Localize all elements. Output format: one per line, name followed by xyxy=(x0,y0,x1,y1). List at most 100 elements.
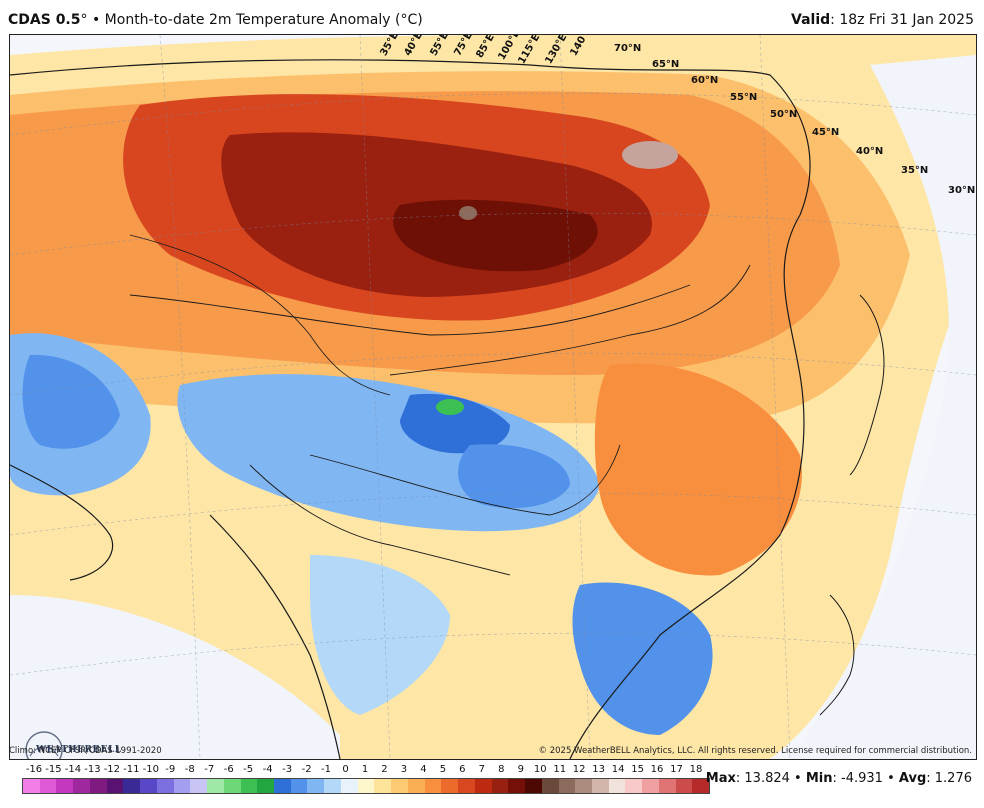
anomaly-cold-indochina xyxy=(572,582,713,735)
colorbar-swatch xyxy=(458,779,475,793)
colorbar-swatch xyxy=(290,779,308,793)
colorbar-swatch xyxy=(625,779,643,793)
weatherbell-logo: WEATHERBELL xyxy=(22,730,121,759)
colorbar-swatch xyxy=(692,779,710,793)
anomaly-cold-tibet-core xyxy=(400,393,510,454)
lat-label-65n: 65°N xyxy=(652,59,680,70)
anomaly-warm-china xyxy=(594,363,802,576)
colorbar-swatch xyxy=(357,779,375,793)
colorbar-swatch xyxy=(591,779,609,793)
colorbar-swatch xyxy=(190,779,208,793)
colorbar-swatch xyxy=(140,779,157,793)
colorbar-tick-label: 18 xyxy=(689,764,703,775)
colorbar-tick-label: -4 xyxy=(262,764,273,775)
pacific-ocean xyxy=(790,55,976,759)
colorbar-swatch xyxy=(642,779,659,793)
colorbar-tick-label: 0 xyxy=(342,764,349,775)
colorbar-tick-label: 9 xyxy=(517,764,524,775)
colorbar-tick-label: -10 xyxy=(142,764,159,775)
colorbar-tick-label: -12 xyxy=(103,764,121,775)
min-value: : -4.931 xyxy=(832,771,883,786)
anomaly-map: 70°N 65°N 60°N 55°N 50°N 45°N 40°N 35°N … xyxy=(9,34,977,760)
anomaly-cold-tibet-core-2 xyxy=(458,444,570,509)
border-kazakh xyxy=(129,234,391,396)
lat-label-45n: 45°N xyxy=(812,127,840,138)
colorbar-swatch xyxy=(240,779,258,793)
avg-value: : 1.276 xyxy=(926,771,972,786)
colorbar-labels: -16 -15 -14 -13 -12 -11 -10 -9 -8 -7 -6 -5 -4 -3 -2 -1 0… xyxy=(14,762,714,778)
colorbar-tick-label: 8 xyxy=(498,764,505,775)
stats-sep-2: • xyxy=(887,771,895,786)
colorbar-swatch xyxy=(608,779,626,793)
logo-text: WEATHERBELL xyxy=(36,745,122,755)
colorbar-swatch xyxy=(575,779,592,793)
colorbar-tick-label: 1 xyxy=(361,764,369,775)
colorbar-swatch xyxy=(424,779,442,793)
anomaly-cold-west-core xyxy=(22,354,121,449)
colorbar-swatch xyxy=(491,779,509,793)
colorbar-tick-label: 7 xyxy=(478,764,485,775)
colorbar-tick-label: -16 xyxy=(25,764,43,775)
lat-label-50n: 50°N xyxy=(770,109,798,120)
colorbar-swatch xyxy=(223,779,241,793)
stats-summary: Max: 13.824 • Min: -4.931 • Avg: 1.276 xyxy=(706,771,972,786)
colorbar-swatch xyxy=(441,779,459,793)
colorbar-swatch xyxy=(324,779,341,793)
climo-note: Climo: NCEP CFSR/CDAS 1991-2020 xyxy=(9,746,162,756)
anomaly-cold-min xyxy=(436,399,464,415)
lat-label-70n: 70°N xyxy=(614,43,642,54)
anomaly-cool-india xyxy=(310,555,450,715)
colorbar-tick-label: 2 xyxy=(381,764,388,775)
avg-label: Avg xyxy=(898,771,927,786)
colorbar-swatch xyxy=(73,779,90,793)
colorbar-swatch xyxy=(407,779,425,793)
colorbar-swatch xyxy=(307,779,325,793)
colorbar-tick-label: -9 xyxy=(165,764,176,775)
anomaly-max-spot-2 xyxy=(459,206,477,220)
colorbar-tick-label: 12 xyxy=(572,764,586,775)
coastline xyxy=(10,59,811,759)
colorbar-tick-label: 5 xyxy=(439,764,447,775)
colorbar-swatch xyxy=(123,779,141,793)
colorbar-swatch xyxy=(274,779,291,793)
colorbar-swatch xyxy=(525,779,542,793)
colorbar-tick-label: -15 xyxy=(45,764,62,775)
border-tibet xyxy=(309,444,621,516)
colorbar-swatch xyxy=(340,779,358,793)
product-name: CDAS 0.5 xyxy=(8,12,81,28)
valid-label: Valid xyxy=(791,12,831,28)
title-close: ) xyxy=(417,12,423,28)
colorbar-swatch xyxy=(257,779,275,793)
indian-ocean xyxy=(10,595,340,759)
lat-label-60n: 60°N xyxy=(691,75,719,86)
colorbar-tick-label: 17 xyxy=(670,764,683,775)
lat-label-35n: 35°N xyxy=(901,165,929,176)
map-canvas xyxy=(10,35,976,759)
colorbar-swatch xyxy=(508,779,526,793)
colorbar-swatch xyxy=(374,779,392,793)
anomaly-max-spot xyxy=(622,141,678,169)
border-russia xyxy=(129,284,691,336)
colorbar-tick-label: -1 xyxy=(321,764,332,775)
japan-islands xyxy=(849,294,885,476)
valid-time: Valid: 18z Fri 31 Jan 2025 xyxy=(791,12,974,28)
colorbar-swatch xyxy=(56,779,74,793)
copyright-note: © 2025 WeatherBELL Analytics, LLC. All r… xyxy=(538,746,972,756)
stats-sep-1: • xyxy=(794,771,802,786)
colorbar-tick-label: 15 xyxy=(631,764,644,775)
colorbar-tick-label: 4 xyxy=(420,764,427,775)
title-description: Month-to-date 2m Temperature Anomaly ( xyxy=(104,12,401,28)
weatherbell-logo-icon xyxy=(25,731,63,759)
coastline-india xyxy=(209,514,341,759)
colorbar-swatch xyxy=(558,779,576,793)
colorbar-tick-label: 16 xyxy=(650,764,664,775)
colorbar-swatch xyxy=(474,779,492,793)
colorbar-tick-label: -13 xyxy=(84,764,101,775)
colorbar-tick-label: -2 xyxy=(301,764,312,775)
degree-mark: ° xyxy=(80,12,88,28)
colorbar-swatch xyxy=(89,779,107,793)
lat-label-40n: 40°N xyxy=(856,146,884,157)
colorbar-tick-label: -14 xyxy=(64,764,82,775)
colorbar-swatch xyxy=(23,779,40,793)
colorbar-tick-label: 13 xyxy=(592,764,606,775)
